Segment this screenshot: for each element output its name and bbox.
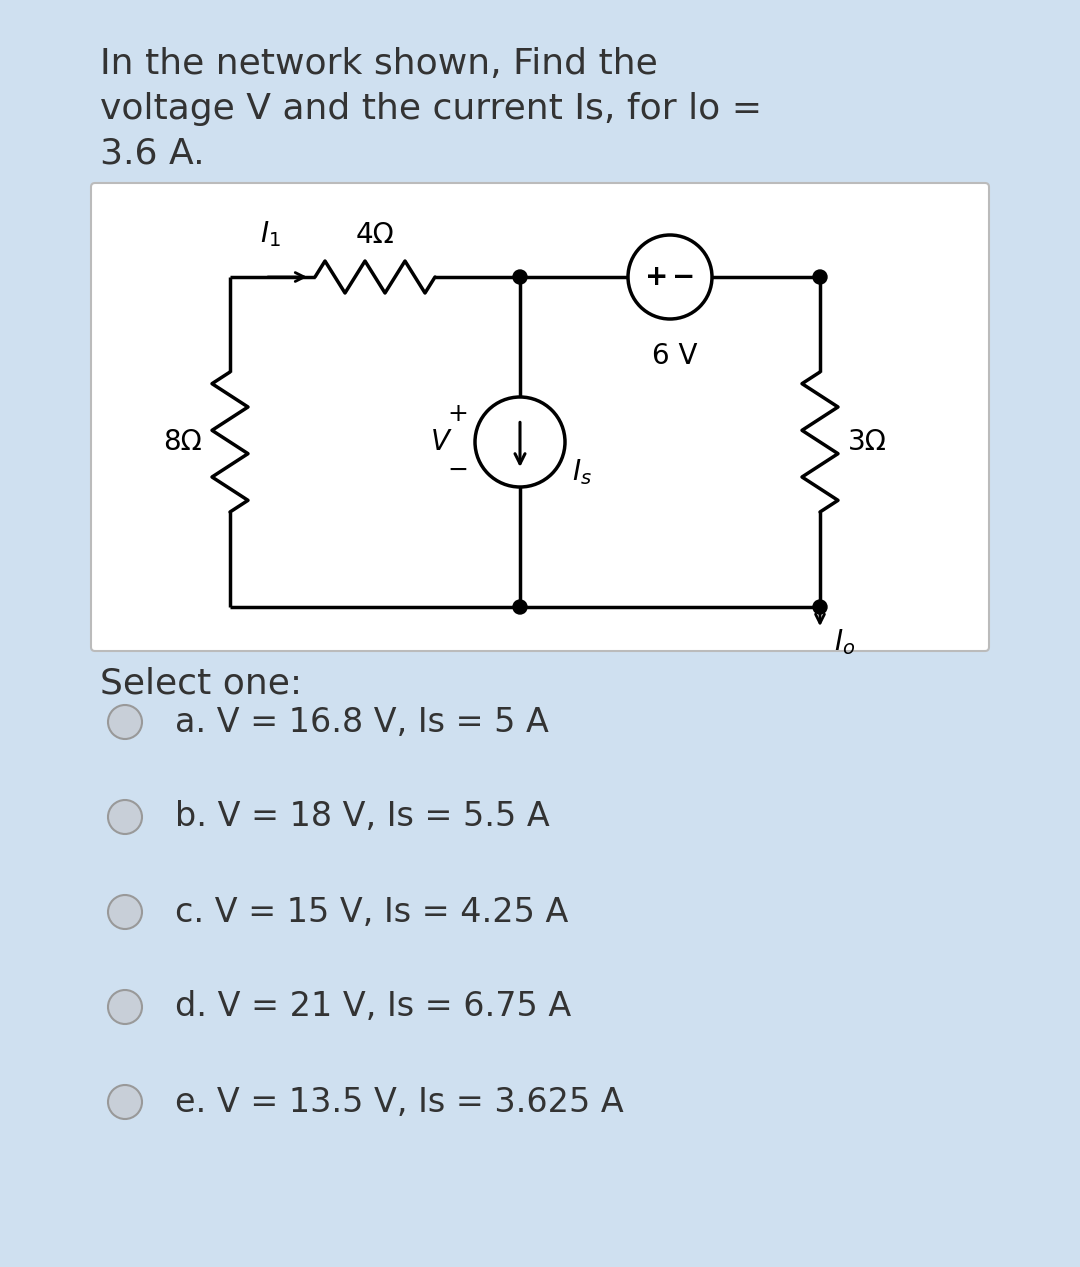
Text: V: V bbox=[431, 428, 450, 456]
Circle shape bbox=[513, 270, 527, 284]
Text: voltage V and the current Is, for lo =: voltage V and the current Is, for lo = bbox=[100, 92, 762, 125]
Text: b. V = 18 V, Is = 5.5 A: b. V = 18 V, Is = 5.5 A bbox=[175, 801, 550, 834]
Text: e. V = 13.5 V, Is = 3.625 A: e. V = 13.5 V, Is = 3.625 A bbox=[175, 1086, 624, 1119]
Text: a. V = 16.8 V, Is = 5 A: a. V = 16.8 V, Is = 5 A bbox=[175, 706, 549, 739]
Circle shape bbox=[108, 990, 141, 1024]
Text: $I_1$: $I_1$ bbox=[259, 219, 281, 250]
Circle shape bbox=[108, 704, 141, 739]
Text: d. V = 21 V, Is = 6.75 A: d. V = 21 V, Is = 6.75 A bbox=[175, 991, 571, 1024]
Text: $I_s$: $I_s$ bbox=[572, 457, 592, 487]
Text: $I_o$: $I_o$ bbox=[834, 627, 855, 656]
Text: 3Ω: 3Ω bbox=[848, 428, 887, 456]
Text: 3.6 A.: 3.6 A. bbox=[100, 137, 204, 171]
Circle shape bbox=[108, 1085, 141, 1119]
Circle shape bbox=[108, 799, 141, 834]
Circle shape bbox=[475, 397, 565, 487]
Text: +: + bbox=[447, 402, 469, 426]
Text: +: + bbox=[646, 264, 669, 291]
Text: c. V = 15 V, Is = 4.25 A: c. V = 15 V, Is = 4.25 A bbox=[175, 896, 568, 929]
Circle shape bbox=[813, 601, 827, 614]
Text: −: − bbox=[673, 264, 696, 291]
Text: 4Ω: 4Ω bbox=[355, 220, 394, 250]
Circle shape bbox=[813, 270, 827, 284]
Circle shape bbox=[627, 234, 712, 319]
Text: −: − bbox=[447, 457, 469, 481]
Text: In the network shown, Find the: In the network shown, Find the bbox=[100, 47, 658, 81]
Text: 8Ω: 8Ω bbox=[163, 428, 202, 456]
Circle shape bbox=[108, 895, 141, 929]
Circle shape bbox=[513, 601, 527, 614]
FancyBboxPatch shape bbox=[91, 182, 989, 651]
Text: 6 V: 6 V bbox=[652, 342, 698, 370]
Text: Select one:: Select one: bbox=[100, 666, 302, 701]
